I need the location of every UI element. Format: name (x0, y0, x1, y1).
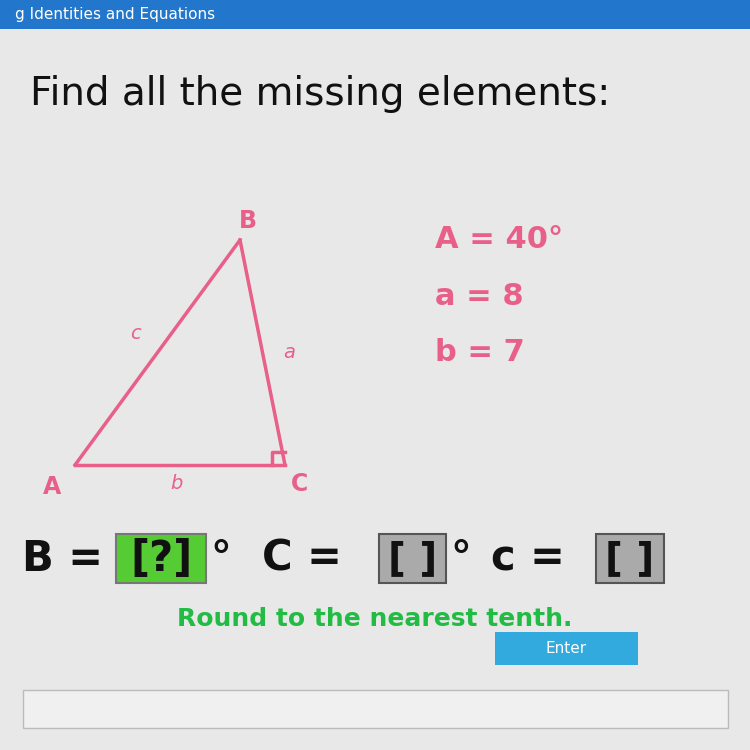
Text: C =: C = (262, 538, 357, 580)
Text: Find all the missing elements:: Find all the missing elements: (30, 75, 610, 112)
Text: Round to the nearest tenth.: Round to the nearest tenth. (177, 607, 573, 631)
Text: c =: c = (491, 538, 580, 580)
Text: °: ° (450, 538, 471, 580)
FancyBboxPatch shape (116, 534, 206, 584)
Text: [ ]: [ ] (388, 540, 437, 578)
Text: b: b (170, 474, 182, 494)
Text: a = 8: a = 8 (435, 282, 524, 310)
FancyBboxPatch shape (596, 534, 664, 584)
Text: [ ]: [ ] (605, 540, 655, 578)
Text: C: C (291, 472, 309, 496)
FancyBboxPatch shape (22, 690, 728, 728)
Text: a: a (283, 343, 295, 362)
Text: A = 40°: A = 40° (435, 226, 563, 254)
Text: g Identities and Equations: g Identities and Equations (15, 7, 215, 22)
Text: B =: B = (22, 538, 118, 580)
FancyBboxPatch shape (0, 0, 750, 28)
Text: B: B (238, 209, 256, 233)
Text: c: c (130, 324, 140, 344)
Text: °: ° (210, 538, 231, 580)
FancyBboxPatch shape (379, 534, 446, 584)
FancyBboxPatch shape (495, 632, 638, 665)
Text: [?]: [?] (130, 538, 192, 580)
Text: A: A (44, 476, 62, 500)
Text: b = 7: b = 7 (435, 338, 525, 367)
Text: Enter: Enter (546, 641, 586, 656)
